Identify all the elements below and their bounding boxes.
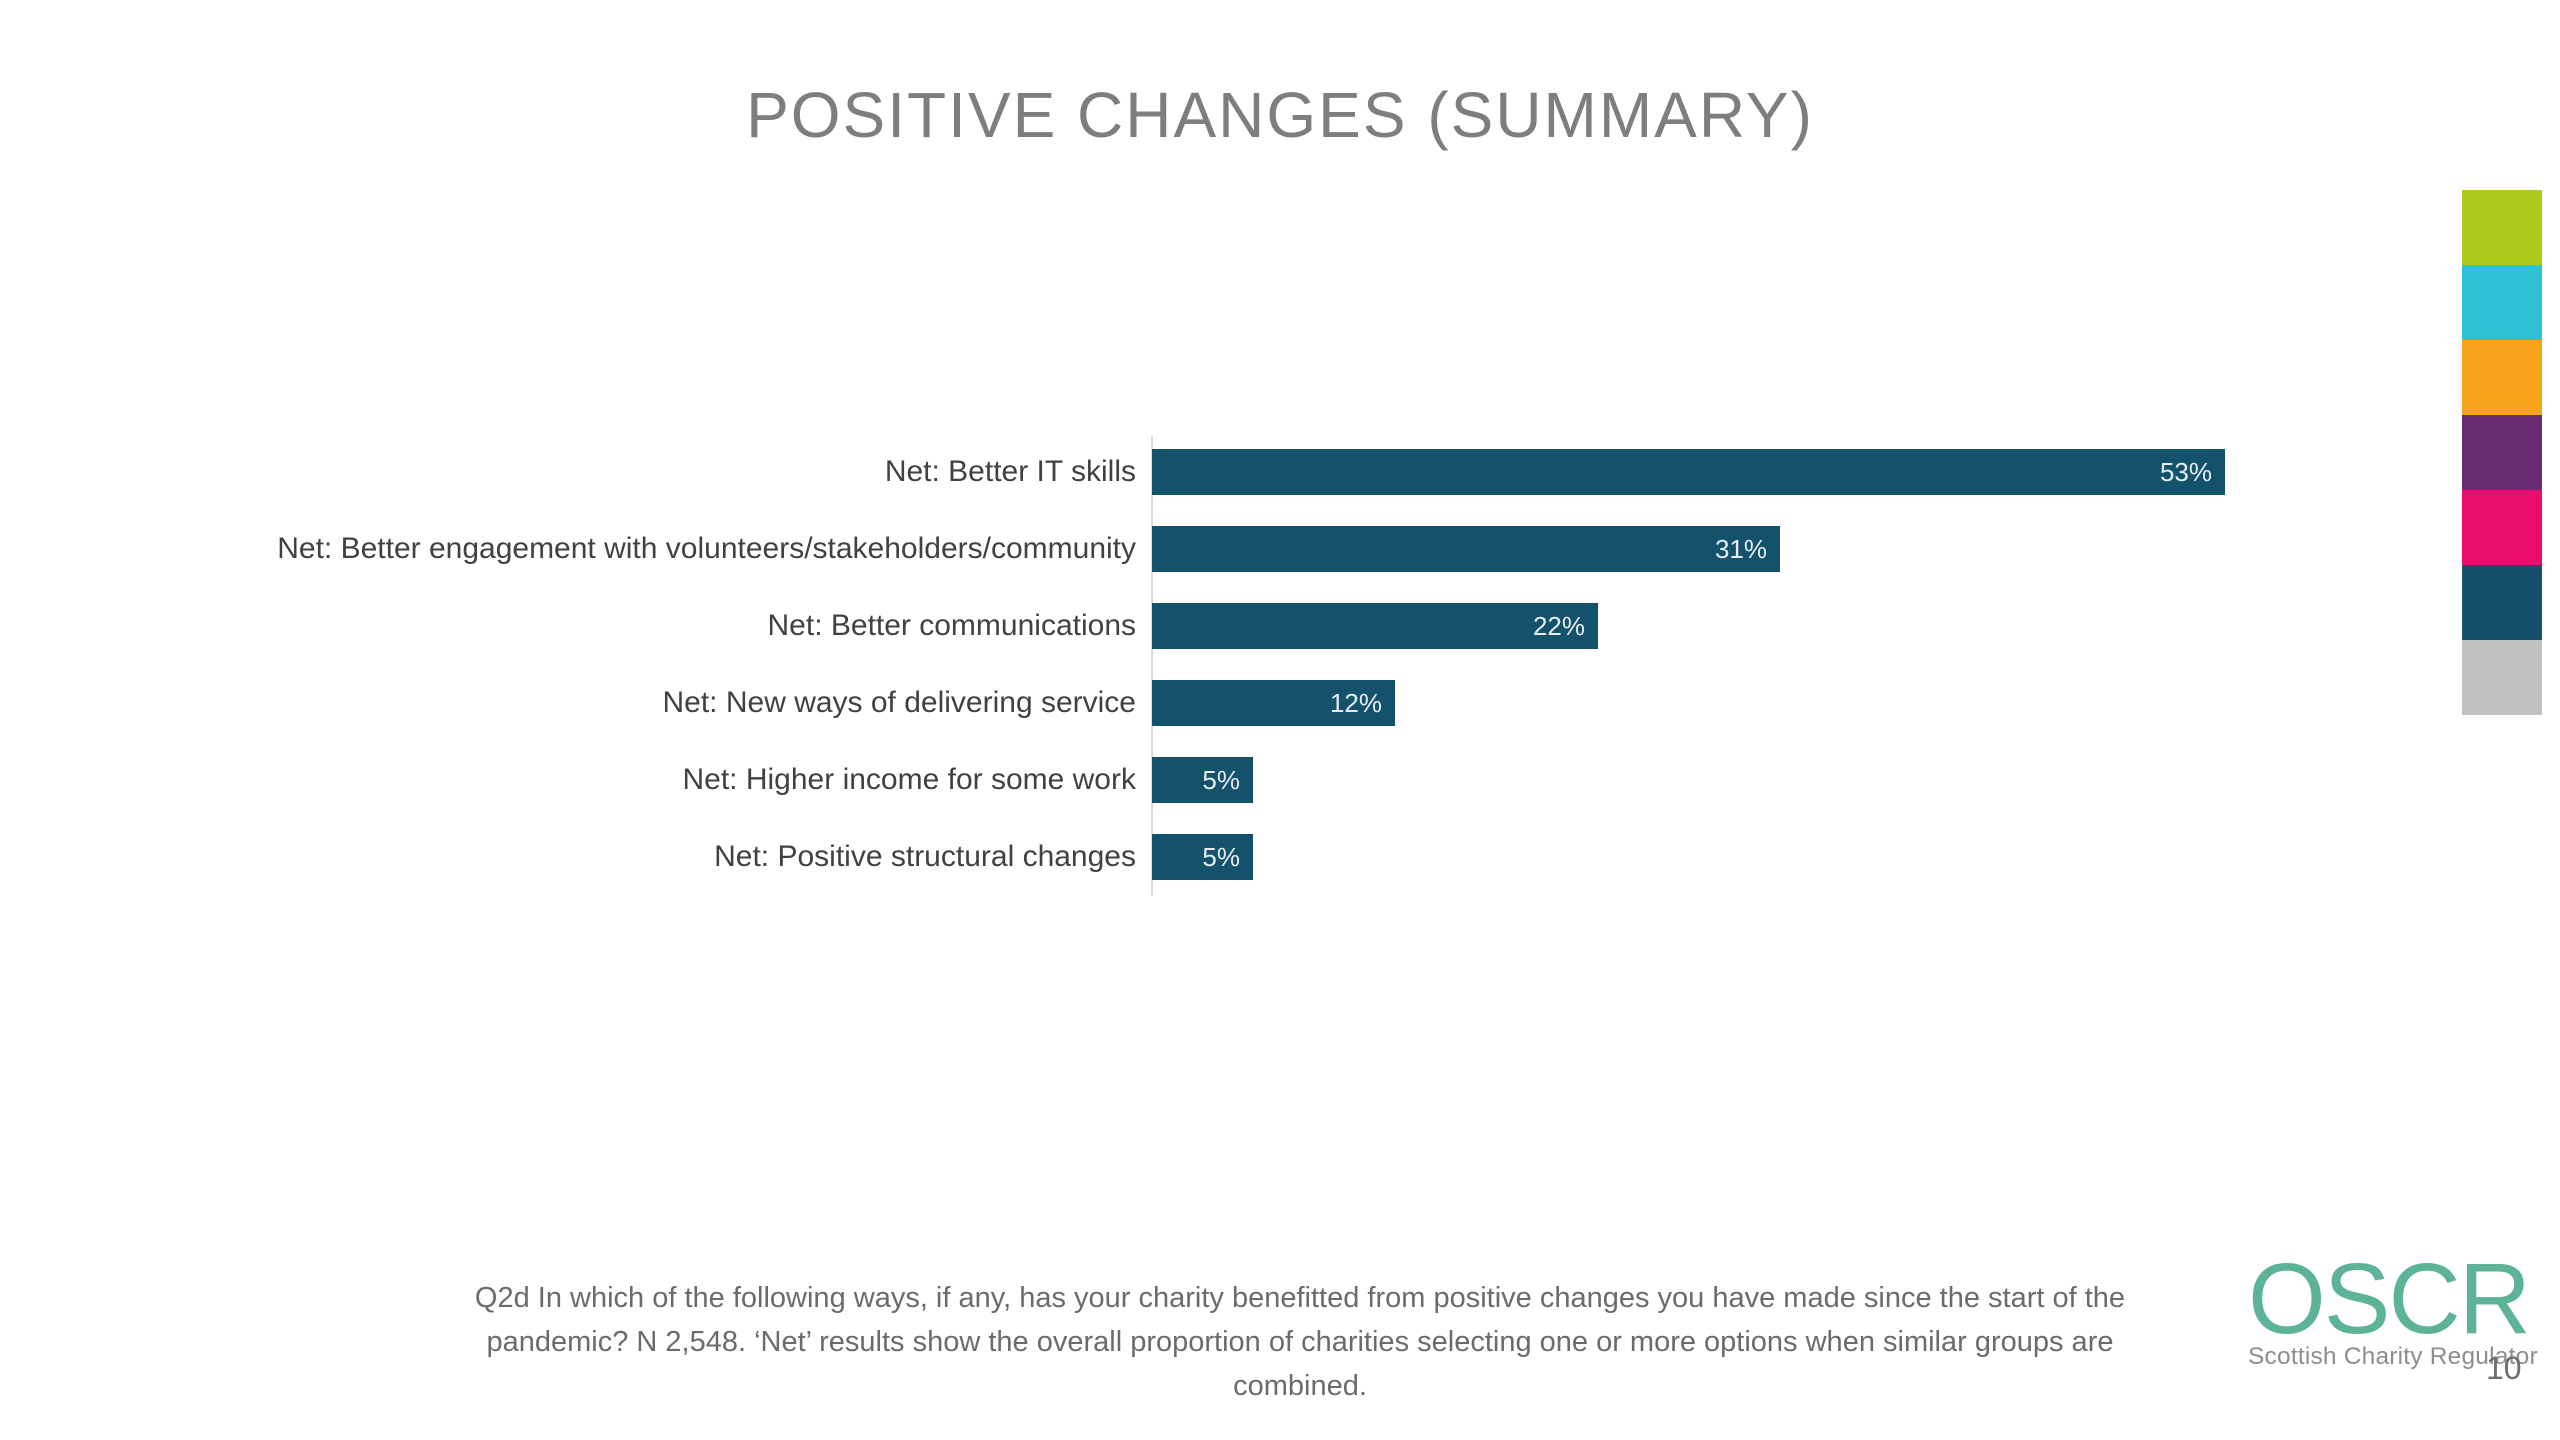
category-label: Net: Better communications bbox=[767, 609, 1136, 642]
bar: 5% bbox=[1152, 834, 1253, 880]
bar: 22% bbox=[1152, 603, 1598, 649]
category-label: Net: Better engagement with volunteers/s… bbox=[277, 532, 1136, 565]
palette-swatch-purple bbox=[2462, 415, 2542, 490]
oscr-logo-tagline: Scottish Charity Regulator bbox=[2248, 1343, 2538, 1370]
bar-value-label: 5% bbox=[1202, 764, 1240, 795]
category-label: Net: New ways of delivering service bbox=[662, 686, 1136, 719]
palette-swatch-gray bbox=[2462, 640, 2542, 715]
bar-value-label: 22% bbox=[1532, 610, 1585, 641]
oscr-logo: OSCR Scottish Charity Regulator bbox=[2248, 1243, 2538, 1371]
bar: 31% bbox=[1152, 526, 1780, 572]
bar-value-label: 53% bbox=[2159, 456, 2212, 487]
category-label: Net: Higher income for some work bbox=[682, 763, 1137, 796]
page-number: 10 bbox=[2486, 1350, 2522, 1386]
category-label: Net: Better IT skills bbox=[884, 455, 1136, 488]
footnote-text: Q2d In which of the following ways, if a… bbox=[474, 1282, 2126, 1403]
palette-swatch-cyan bbox=[2462, 265, 2542, 340]
category-label: Net: Positive structural changes bbox=[714, 840, 1136, 873]
palette-swatch-lime bbox=[2462, 190, 2542, 265]
bar-value-label: 31% bbox=[1714, 533, 1767, 564]
bar: 12% bbox=[1152, 680, 1395, 726]
bar: 5% bbox=[1152, 757, 1253, 803]
palette-swatch-pink bbox=[2462, 490, 2542, 565]
bar-value-label: 12% bbox=[1329, 687, 1382, 718]
oscr-logo-wordmark: OSCR bbox=[2248, 1243, 2531, 1355]
chart-axis-line bbox=[1151, 436, 1153, 896]
brand-palette-strip bbox=[2462, 190, 2542, 715]
bar-value-label: 5% bbox=[1202, 841, 1240, 872]
bar: 53% bbox=[1152, 449, 2225, 495]
page-title: POSITIVE CHANGES (SUMMARY) bbox=[746, 79, 1814, 151]
palette-swatch-teal bbox=[2462, 565, 2542, 640]
palette-swatch-orange bbox=[2462, 340, 2542, 415]
